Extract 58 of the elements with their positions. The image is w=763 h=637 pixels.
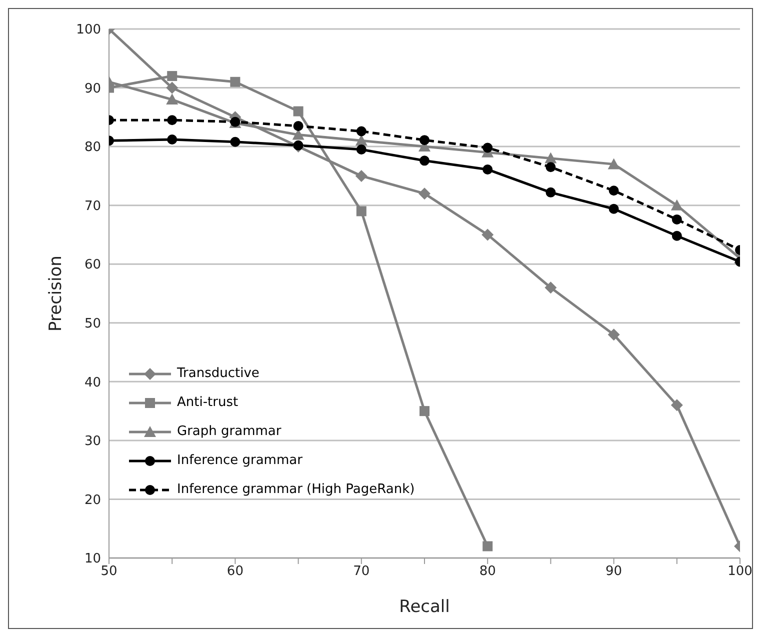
point [482,541,493,552]
point [355,170,368,182]
point [608,204,619,214]
point [544,152,557,164]
y-axis-title: Precision [46,256,66,332]
legend-label: Inference grammar [177,453,302,468]
y-tick-label: 40 [84,375,101,390]
x-tick-label: 90 [606,564,622,580]
point [482,228,494,241]
point [420,135,430,146]
y-tick-label: 60 [84,258,101,273]
legend-label: Transductive [177,366,260,381]
y-tick-label: 50 [84,316,101,332]
point [482,142,493,153]
y-tick-label: 10 [84,552,101,567]
point [356,206,366,216]
point [420,406,430,416]
point [418,188,430,200]
point [356,144,366,154]
point [608,158,620,170]
x-tick-label: 80 [479,564,496,580]
y-tick-label: 20 [84,492,101,508]
point [166,94,178,105]
x-tick-label: 50 [100,564,118,580]
point [546,187,556,198]
x-tick-label: 100 [728,564,752,580]
x-tick-label: 70 [353,564,370,580]
x-axis-title: Recall [399,597,450,617]
y-tick-label: 30 [84,434,101,450]
point [293,120,304,131]
point [670,199,683,210]
point [420,156,430,166]
point [544,282,557,294]
point [167,134,178,144]
point [608,328,620,341]
point [167,71,178,82]
point [293,106,304,116]
point [167,115,178,126]
point [293,140,304,150]
point [230,76,240,87]
legend-label: Anti-trust [177,395,238,410]
legend-label: Graph grammar [177,424,282,439]
point [230,136,240,147]
point [672,214,682,224]
point [356,126,366,136]
point [608,186,619,196]
point [482,164,493,174]
y-tick-label: 90 [84,81,101,96]
point [166,82,178,94]
point [672,230,682,241]
y-tick-label: 70 [84,198,101,214]
y-tick-label: 80 [84,140,101,156]
point [546,162,556,172]
x-tick-label: 60 [226,564,244,580]
y-tick-label: 100 [76,22,101,38]
point [355,134,368,146]
point [670,399,683,412]
legend-label: Inference grammar (High PageRank) [177,482,415,497]
